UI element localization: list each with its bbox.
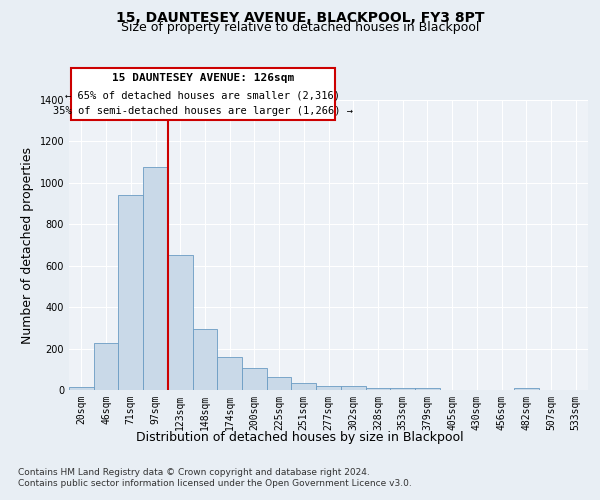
Bar (69, 387, 94, 390)
Bar (217, 357, 242, 390)
Bar (193, 329, 217, 390)
Text: 35% of semi-detached houses are larger (1,266) →: 35% of semi-detached houses are larger (… (53, 106, 353, 116)
Bar (242, 368, 267, 390)
Text: 15 DAUNTESEY AVENUE: 126sqm: 15 DAUNTESEY AVENUE: 126sqm (112, 73, 294, 83)
Text: Distribution of detached houses by size in Blackpool: Distribution of detached houses by size … (136, 431, 464, 444)
Bar (292, 383, 316, 390)
Y-axis label: Number of detached properties: Number of detached properties (21, 146, 34, 344)
Bar (316, 386, 341, 390)
Text: Size of property relative to detached houses in Blackpool: Size of property relative to detached ho… (121, 21, 479, 34)
Bar (514, 388, 539, 390)
Bar (390, 388, 415, 390)
Bar (365, 388, 390, 390)
Text: 15, DAUNTESEY AVENUE, BLACKPOOL, FY3 8PT: 15, DAUNTESEY AVENUE, BLACKPOOL, FY3 8PT (116, 10, 484, 24)
Bar (94, 344, 118, 390)
Bar (143, 168, 168, 390)
Bar (168, 256, 193, 390)
Bar (118, 196, 143, 390)
Bar (415, 388, 440, 390)
Text: Contains HM Land Registry data © Crown copyright and database right 2024.: Contains HM Land Registry data © Crown c… (18, 468, 370, 477)
Text: Contains public sector information licensed under the Open Government Licence v3: Contains public sector information licen… (18, 480, 412, 488)
Text: ← 65% of detached houses are smaller (2,316): ← 65% of detached houses are smaller (2,… (65, 90, 340, 101)
Bar (267, 376, 292, 390)
Bar (341, 386, 365, 390)
